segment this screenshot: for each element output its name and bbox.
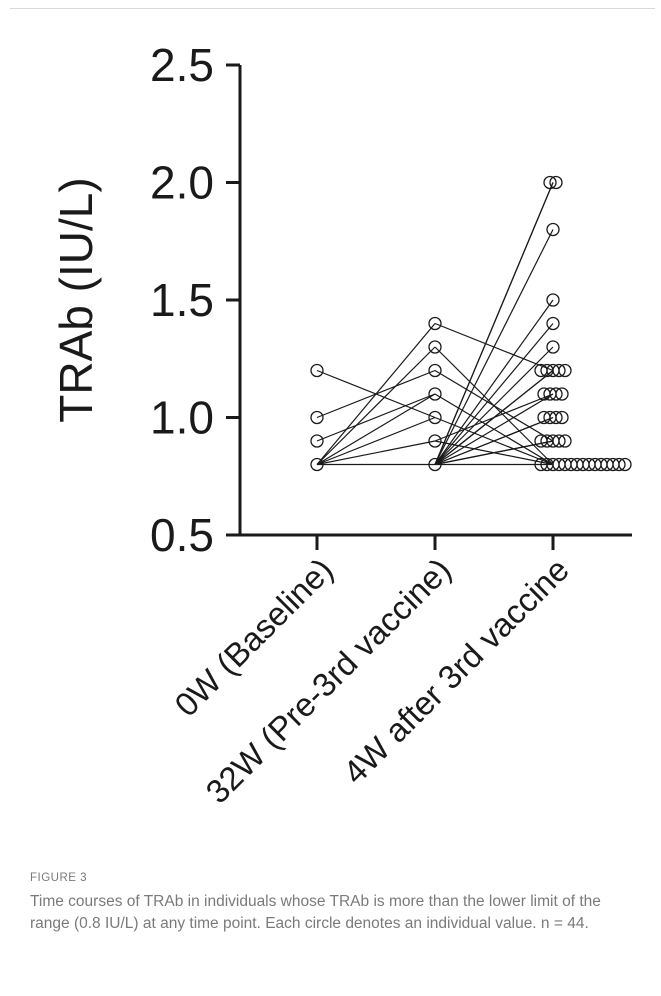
data-point — [549, 387, 563, 401]
data-point — [618, 457, 632, 472]
data-point — [555, 410, 569, 425]
trajectory-line — [434, 323, 554, 465]
trajectory-line — [434, 299, 554, 465]
trajectory-line — [434, 440, 554, 466]
data-point — [428, 457, 442, 472]
y-axis-title: TRAb (IU/L) — [50, 177, 102, 422]
trajectory-line — [434, 416, 554, 466]
data-point — [428, 410, 442, 425]
data-point — [543, 175, 557, 190]
data-point — [428, 340, 442, 354]
y-tick-label: 1.5 — [150, 274, 214, 326]
y-tick-label: 1.0 — [150, 392, 214, 444]
data-point — [546, 222, 560, 237]
data-point — [546, 293, 560, 307]
trajectory-line — [434, 393, 554, 466]
data-point — [546, 316, 560, 331]
trajectory-line — [316, 393, 436, 442]
data-point — [549, 175, 563, 190]
data-point — [428, 363, 442, 378]
trajectory-line — [316, 346, 436, 465]
trajectory-line — [316, 393, 436, 466]
data-point — [310, 457, 324, 472]
data-point — [310, 363, 324, 378]
y-tick-label: 0.5 — [150, 509, 214, 561]
figure-caption: FIGURE 3 Time courses of TRAb in individ… — [30, 872, 630, 936]
data-point — [428, 434, 442, 448]
trajectory-line — [316, 440, 436, 466]
data-point — [558, 363, 572, 378]
y-tick-label: 2.5 — [150, 39, 214, 91]
data-point — [428, 316, 442, 331]
data-point — [552, 363, 566, 378]
trajectory-line — [316, 323, 436, 465]
data-point — [546, 340, 560, 354]
trajectory-line — [434, 346, 554, 465]
data-point — [552, 434, 566, 448]
data-point — [558, 434, 572, 448]
data-point — [428, 387, 442, 401]
figure-frame — [10, 8, 655, 993]
trajectory-line — [316, 416, 436, 466]
data-point — [549, 410, 563, 425]
data-point — [310, 434, 324, 448]
data-point — [555, 387, 569, 401]
trajectory-line — [434, 370, 554, 465]
data-point — [612, 457, 626, 472]
figure-label: FIGURE 3 — [30, 872, 88, 884]
caption-text: Time courses of TRAb in individuals whos… — [30, 893, 601, 933]
trab-chart: 0.51.01.52.02.5 0W (Baseline)32W (Pre-3r… — [50, 39, 632, 810]
trajectory-line — [434, 229, 554, 465]
trajectory-line — [434, 182, 554, 465]
x-tick-label: 4W after 3rd vaccine — [336, 551, 576, 791]
y-tick-label: 2.0 — [150, 157, 214, 209]
data-point — [310, 410, 324, 425]
